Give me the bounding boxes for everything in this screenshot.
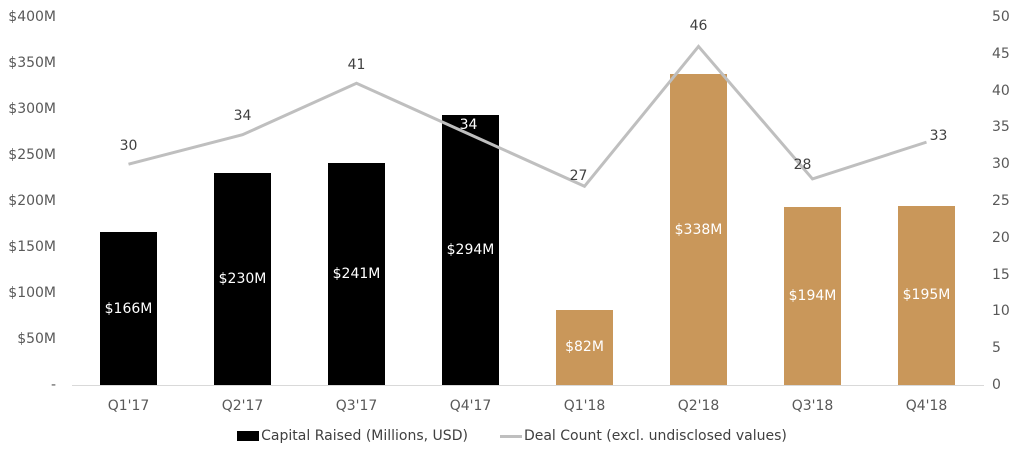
bar-swatch-icon xyxy=(237,431,260,441)
right-axis-tick: 25 xyxy=(992,193,1010,209)
x-axis-tick: Q3'17 xyxy=(335,398,378,414)
right-axis-tick: 10 xyxy=(992,303,1010,320)
bar-value-label: $194M xyxy=(788,287,837,304)
right-axis-tick: 40 xyxy=(992,82,1010,99)
bar: $338M xyxy=(670,74,727,385)
bar-value-label: $241M xyxy=(332,266,381,283)
deal-count-label: 30 xyxy=(119,138,138,155)
bar-value-label: $338M xyxy=(674,221,723,238)
legend: Capital Raised (Millions, USD) Deal Coun… xyxy=(0,428,1024,444)
x-axis-tick: Q1'18 xyxy=(563,398,606,414)
bar-value-label: $82M xyxy=(565,339,604,356)
left-axis-tick: $250M xyxy=(8,147,56,163)
right-axis-tick: 35 xyxy=(992,119,1010,136)
x-axis-tick: Q4'17 xyxy=(449,398,492,414)
left-axis-tick: $150M xyxy=(8,239,56,255)
left-axis-tick: - xyxy=(50,377,56,393)
right-axis-tick: 50 xyxy=(992,9,1010,25)
right-axis-tick: 20 xyxy=(992,229,1010,246)
bar-value-label: $166M xyxy=(104,300,153,317)
bar-value-label: $195M xyxy=(902,287,951,304)
right-axis-tick: 15 xyxy=(992,266,1010,283)
left-axis-tick: $100M xyxy=(8,285,56,301)
x-axis-tick: Q3'18 xyxy=(791,398,834,414)
legend-item-capital-raised: Capital Raised (Millions, USD) xyxy=(237,428,468,444)
left-axis-tick: $350M xyxy=(8,55,56,71)
right-axis-tick: 5 xyxy=(992,340,1001,357)
deal-count-label: 41 xyxy=(347,57,366,74)
bar: $230M xyxy=(214,173,271,385)
deal-count-label: 34 xyxy=(233,107,252,124)
x-axis-tick: Q2'17 xyxy=(221,398,264,414)
deal-count-label: 33 xyxy=(929,128,948,145)
right-axis-tick: 30 xyxy=(992,156,1010,173)
left-axis-tick: $200M xyxy=(8,193,56,209)
x-axis-line xyxy=(72,385,984,386)
bar-value-label: $294M xyxy=(446,241,495,258)
left-axis-tick: $400M xyxy=(8,9,56,25)
line-swatch-icon xyxy=(499,434,522,438)
deal-count-label: 27 xyxy=(569,168,588,185)
bar: $241M xyxy=(328,163,385,385)
legend-label: Capital Raised (Millions, USD) xyxy=(261,428,468,444)
x-axis-tick: Q1'17 xyxy=(107,398,150,414)
right-axis-tick: 45 xyxy=(992,45,1010,62)
deal-count-label: 28 xyxy=(793,156,812,173)
deal-count-label: 34 xyxy=(459,116,478,133)
right-axis-tick: 0 xyxy=(992,377,1001,393)
bar: $194M xyxy=(784,206,841,385)
x-axis-tick: Q4'18 xyxy=(905,398,948,414)
x-axis-tick: Q2'18 xyxy=(677,398,720,414)
left-axis-tick: $300M xyxy=(8,101,56,117)
bar: $82M xyxy=(556,309,613,385)
deal-count-label: 46 xyxy=(689,18,708,35)
legend-item-deal-count: Deal Count (excl. undisclosed values) xyxy=(499,428,787,444)
bar: $195M xyxy=(898,205,955,385)
bar: $294M xyxy=(442,114,499,385)
bar-value-label: $230M xyxy=(218,271,267,288)
legend-label: Deal Count (excl. undisclosed values) xyxy=(523,428,787,444)
bar: $166M xyxy=(100,232,157,385)
left-axis-tick: $50M xyxy=(17,331,56,347)
